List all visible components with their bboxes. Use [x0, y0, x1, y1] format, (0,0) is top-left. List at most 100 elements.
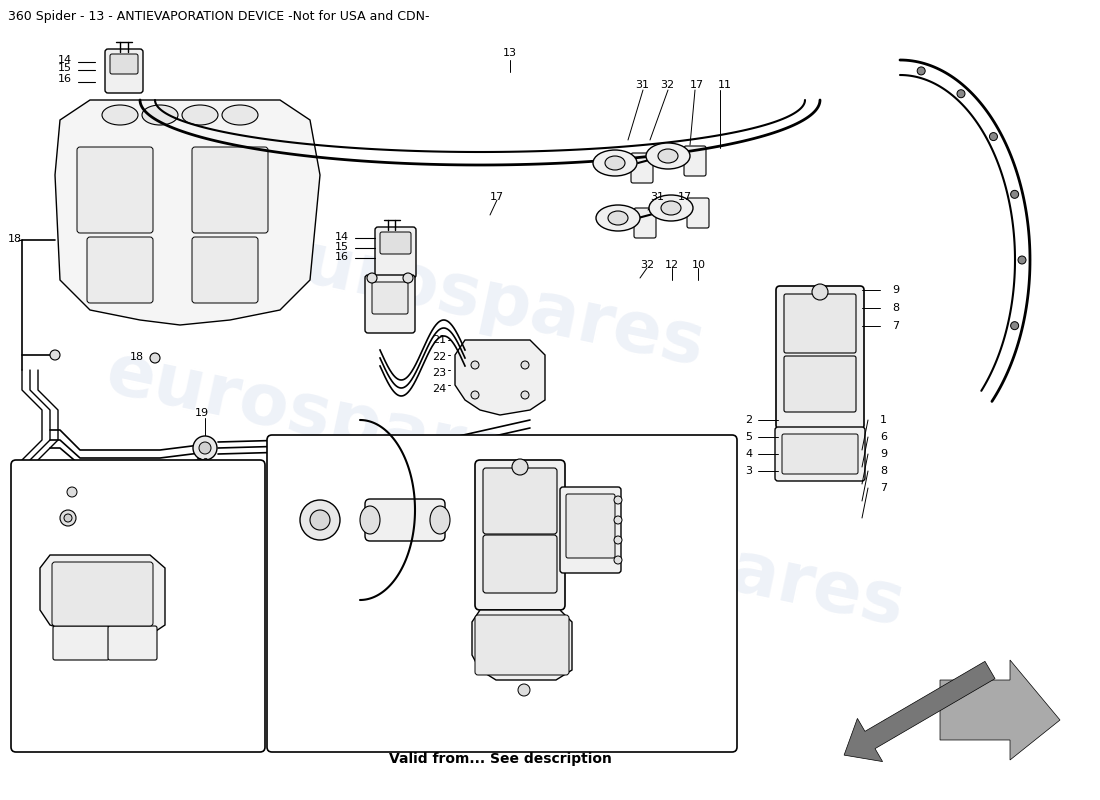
Text: 32: 32	[660, 80, 674, 90]
Text: eurospares: eurospares	[450, 478, 911, 642]
Circle shape	[28, 488, 42, 502]
FancyBboxPatch shape	[631, 153, 653, 183]
Ellipse shape	[608, 211, 628, 225]
Text: 5: 5	[745, 432, 752, 442]
Text: 13: 13	[503, 48, 517, 58]
Circle shape	[521, 361, 529, 369]
Text: 33: 33	[292, 722, 305, 732]
Text: eurospares: eurospares	[250, 218, 711, 382]
Text: 17: 17	[678, 192, 692, 202]
FancyBboxPatch shape	[684, 146, 706, 176]
Text: 360 Spider - 13 - ANTIEVAPORATION DEVICE -Not for USA and CDN-: 360 Spider - 13 - ANTIEVAPORATION DEVICE…	[8, 10, 429, 23]
Text: 5: 5	[460, 630, 467, 640]
Circle shape	[518, 684, 530, 696]
Text: 25: 25	[80, 688, 95, 698]
Text: 22: 22	[432, 352, 447, 362]
Circle shape	[51, 488, 65, 502]
Text: 29: 29	[48, 487, 63, 497]
Ellipse shape	[430, 506, 450, 534]
Circle shape	[1018, 256, 1026, 264]
FancyBboxPatch shape	[53, 626, 109, 660]
FancyBboxPatch shape	[192, 147, 268, 233]
Circle shape	[957, 90, 965, 98]
Circle shape	[300, 500, 340, 540]
Text: Soluzione superata: Soluzione superata	[48, 710, 208, 725]
Polygon shape	[40, 555, 165, 635]
Text: 7: 7	[664, 722, 671, 732]
FancyBboxPatch shape	[782, 434, 858, 474]
Circle shape	[614, 536, 622, 544]
Text: 16: 16	[58, 74, 72, 84]
FancyBboxPatch shape	[192, 237, 258, 303]
Text: 2: 2	[745, 415, 752, 425]
Circle shape	[512, 459, 528, 475]
Circle shape	[192, 436, 217, 460]
Circle shape	[1011, 190, 1019, 198]
Ellipse shape	[605, 156, 625, 170]
FancyBboxPatch shape	[379, 232, 411, 254]
Ellipse shape	[658, 149, 678, 163]
Circle shape	[67, 487, 77, 497]
FancyBboxPatch shape	[560, 487, 621, 573]
Text: 8: 8	[644, 722, 651, 732]
Text: 11: 11	[718, 80, 732, 90]
Circle shape	[471, 391, 478, 399]
Text: 14: 14	[58, 55, 73, 65]
Ellipse shape	[142, 105, 178, 125]
Ellipse shape	[593, 150, 637, 176]
FancyBboxPatch shape	[634, 208, 656, 238]
Text: 1: 1	[880, 415, 887, 425]
FancyBboxPatch shape	[688, 198, 710, 228]
FancyBboxPatch shape	[475, 615, 569, 675]
Circle shape	[812, 284, 828, 300]
Text: 4: 4	[745, 449, 752, 459]
Ellipse shape	[649, 195, 693, 221]
Text: 38: 38	[314, 722, 328, 732]
Text: 8: 8	[892, 303, 899, 313]
Text: 12: 12	[666, 260, 679, 270]
Polygon shape	[940, 660, 1060, 760]
Circle shape	[310, 510, 330, 530]
FancyBboxPatch shape	[483, 468, 557, 534]
Polygon shape	[455, 340, 544, 415]
Text: 36: 36	[418, 722, 432, 732]
Text: 27: 27	[112, 688, 126, 698]
Text: 42: 42	[48, 505, 63, 515]
FancyBboxPatch shape	[87, 237, 153, 303]
Circle shape	[1011, 322, 1019, 330]
Text: 15: 15	[58, 63, 72, 73]
FancyBboxPatch shape	[11, 460, 265, 752]
Text: 2: 2	[590, 694, 597, 704]
Circle shape	[614, 516, 622, 524]
Text: 18: 18	[8, 234, 22, 244]
Text: 15: 15	[336, 242, 349, 252]
FancyBboxPatch shape	[475, 460, 565, 610]
Text: 9: 9	[892, 285, 899, 295]
Text: Valid from... See description: Valid from... See description	[388, 752, 612, 766]
Text: 21: 21	[50, 688, 64, 698]
Text: 7: 7	[880, 483, 887, 493]
Text: 32: 32	[640, 260, 654, 270]
Text: eurospares: eurospares	[99, 338, 561, 502]
Text: 3: 3	[436, 665, 443, 675]
Ellipse shape	[360, 506, 379, 534]
FancyBboxPatch shape	[108, 626, 157, 660]
Text: 6: 6	[880, 432, 887, 442]
Text: 31: 31	[650, 192, 664, 202]
Text: 20: 20	[195, 458, 209, 468]
Text: 3: 3	[745, 466, 752, 476]
Circle shape	[614, 496, 622, 504]
Text: 21: 21	[432, 335, 447, 345]
Circle shape	[60, 510, 76, 526]
Circle shape	[614, 556, 622, 564]
Ellipse shape	[661, 201, 681, 215]
Circle shape	[199, 442, 211, 454]
FancyArrow shape	[844, 662, 996, 762]
FancyBboxPatch shape	[267, 435, 737, 752]
FancyBboxPatch shape	[104, 49, 143, 93]
Text: 9: 9	[522, 447, 530, 457]
Circle shape	[990, 133, 998, 141]
FancyBboxPatch shape	[375, 227, 416, 278]
FancyBboxPatch shape	[566, 494, 615, 558]
Text: Vale da... Vedi descrizione: Vale da... Vedi descrizione	[397, 735, 603, 749]
